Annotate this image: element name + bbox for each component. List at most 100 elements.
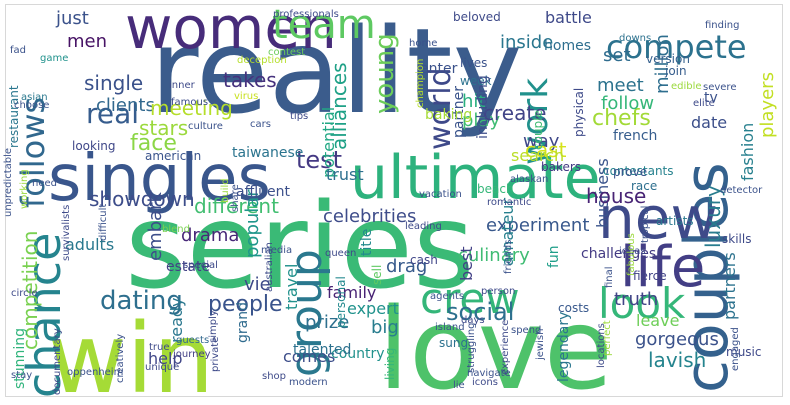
cloud-word-60: culinary xyxy=(458,245,530,266)
cloud-word-20: people xyxy=(208,292,283,317)
cloud-word-164: perfect xyxy=(602,320,613,356)
cloud-word-48: luxury xyxy=(701,185,725,248)
cloud-word-158: spend xyxy=(511,325,541,336)
cloud-word-88: american xyxy=(145,149,201,163)
cloud-word-6: women xyxy=(125,0,337,62)
cloud-word-69: lavish xyxy=(648,348,706,372)
cloud-word-86: personal xyxy=(334,276,348,328)
cloud-word-173: vacation xyxy=(419,189,462,200)
cloud-word-29: face xyxy=(130,131,177,156)
cloud-word-151: stay xyxy=(11,370,32,381)
cloud-word-116: contest xyxy=(268,47,305,58)
cloud-word-12: life xyxy=(620,235,705,300)
cloud-word-187: severe xyxy=(703,82,736,93)
cloud-word-133: downs xyxy=(619,33,651,44)
cloud-word-152: shop xyxy=(262,371,286,382)
cloud-word-42: meet xyxy=(597,75,644,96)
cloud-word-39: play xyxy=(462,110,500,131)
cloud-word-185: edible xyxy=(671,81,702,92)
cloud-word-129: sung xyxy=(439,336,468,350)
cloud-word-28: clients xyxy=(96,95,155,116)
cloud-word-189: detector xyxy=(720,185,763,196)
cloud-word-124: sell xyxy=(370,265,384,285)
cloud-word-19: dating xyxy=(100,286,183,316)
cloud-word-141: tips xyxy=(290,111,308,122)
cloud-word-126: guests xyxy=(176,335,209,346)
cloud-word-40: create xyxy=(483,101,547,125)
cloud-word-57: travel xyxy=(282,264,301,310)
cloud-word-123: build xyxy=(220,178,231,203)
cloud-word-68: gorgeous xyxy=(635,329,719,350)
cloud-word-169: experience xyxy=(500,320,511,375)
cloud-word-13: look xyxy=(598,279,686,328)
cloud-word-160: friends xyxy=(503,240,514,274)
cloud-word-67: partners xyxy=(720,252,739,320)
cloud-word-64: cast xyxy=(525,138,567,162)
cloud-word-171: agents xyxy=(430,291,464,302)
cloud-word-43: set xyxy=(603,45,631,66)
cloud-word-66: search xyxy=(511,146,564,165)
cloud-word-55: embark xyxy=(145,192,166,261)
cloud-word-91: contestants xyxy=(603,164,674,178)
cloud-word-163: final xyxy=(604,266,615,288)
cloud-word-79: country xyxy=(331,346,385,362)
cloud-word-162: ideas xyxy=(619,246,646,257)
cloud-word-33: just xyxy=(55,8,89,29)
cloud-word-100: skills xyxy=(722,232,751,246)
cloud-word-145: circle xyxy=(11,288,38,299)
cloud-word-186: elite xyxy=(693,98,715,109)
cloud-word-188: finding xyxy=(705,20,739,31)
cloud-word-107: fierce xyxy=(633,269,667,283)
cloud-word-78: comes xyxy=(283,347,335,366)
cloud-word-153: navigate xyxy=(467,368,511,379)
cloud-word-147: person xyxy=(481,286,515,297)
cloud-word-5: ultimate xyxy=(350,143,601,213)
cloud-word-104: legendary xyxy=(556,312,572,382)
cloud-word-122: blend xyxy=(162,224,190,235)
cloud-word-172: romantic xyxy=(487,197,531,208)
cloud-word-58: trust xyxy=(326,165,364,184)
cloud-word-142: media xyxy=(261,245,292,256)
cloud-word-108: race xyxy=(631,179,657,193)
cloud-word-81: grand xyxy=(235,302,251,343)
cloud-word-109: prove xyxy=(613,165,647,179)
cloud-word-54: showdown xyxy=(89,187,195,211)
cloud-word-148: island xyxy=(435,322,465,333)
cloud-word-94: lives xyxy=(460,56,487,70)
cloud-word-32: takes xyxy=(223,68,277,92)
cloud-word-180: documentary xyxy=(52,328,63,395)
cloud-word-16: team xyxy=(272,2,376,48)
cloud-word-136: choose xyxy=(14,100,49,111)
cloud-word-50: house xyxy=(586,184,646,208)
cloud-word-31: meeting xyxy=(150,96,233,120)
cloud-word-82: talented xyxy=(293,342,351,358)
cloud-word-118: culture xyxy=(188,121,223,132)
cloud-word-110: artists xyxy=(656,214,694,228)
cloud-word-191: leading xyxy=(405,221,442,232)
cloud-word-85: adults xyxy=(65,235,114,254)
cloud-word-182: oppenheim xyxy=(67,367,123,378)
cloud-word-159: days xyxy=(461,315,485,326)
cloud-word-143: queen xyxy=(325,248,356,259)
cloud-word-168: icons xyxy=(472,377,498,388)
cloud-word-22: social xyxy=(446,298,514,326)
cloud-word-83: challenges xyxy=(581,246,656,262)
cloud-word-11: crew xyxy=(420,274,520,323)
cloud-word-177: unpredictable xyxy=(3,148,14,217)
cloud-word-49: business xyxy=(593,158,612,228)
cloud-word-167: lie xyxy=(453,380,465,391)
cloud-word-192: fad xyxy=(10,45,26,56)
cloud-word-179: difficult xyxy=(98,204,109,241)
cloud-word-139: inner xyxy=(169,80,196,91)
cloud-word-23: young xyxy=(370,33,400,114)
cloud-word-127: journey xyxy=(172,349,211,360)
cloud-word-45: million xyxy=(652,34,673,94)
cloud-word-181: creatively xyxy=(115,334,126,383)
cloud-word-24: competition xyxy=(18,231,42,350)
cloud-word-27: single xyxy=(84,71,143,95)
cloud-word-38: hit xyxy=(462,91,485,112)
cloud-word-138: game xyxy=(40,53,68,64)
cloud-word-10: group xyxy=(281,249,332,377)
cloud-word-102: estate xyxy=(166,259,210,275)
